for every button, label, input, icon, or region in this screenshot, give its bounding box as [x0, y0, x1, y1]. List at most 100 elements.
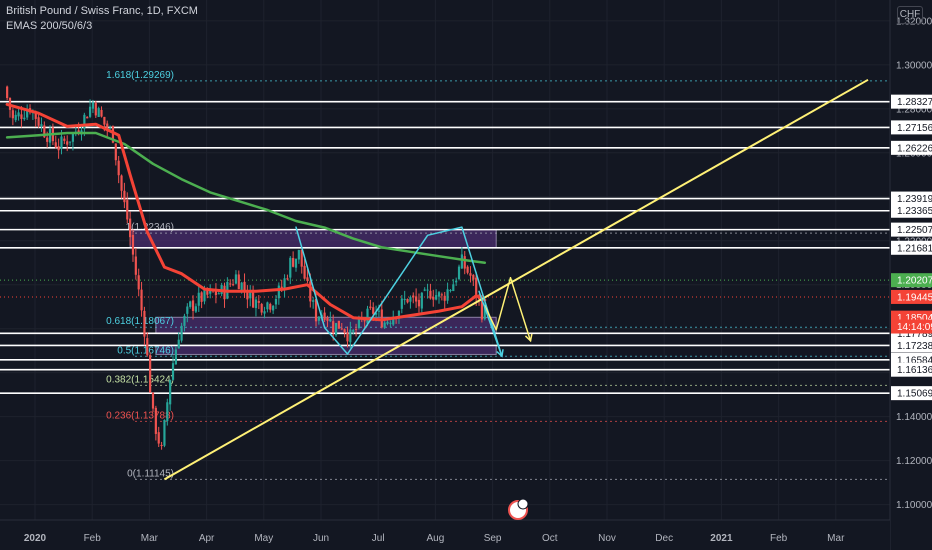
candle-body [249, 290, 252, 299]
candle-body [66, 141, 69, 145]
candle-body [309, 281, 312, 302]
candle-body [46, 137, 49, 142]
chart-legend: British Pound / Swiss Franc, 1D, FXCM EM… [6, 4, 198, 34]
indicator-title[interactable]: EMAS 200/50/6/3 [6, 20, 93, 32]
price-line-label: 1.17789 [897, 329, 932, 340]
candle-body [400, 298, 403, 309]
candle-body [217, 293, 220, 295]
arrow-head [496, 349, 504, 358]
candle-body [131, 234, 135, 255]
candle-body [134, 256, 137, 275]
price-line-label: 1.16584 [897, 355, 932, 366]
candle-body [274, 299, 278, 305]
candle-body [43, 125, 46, 138]
fib-label: 1(1.22346) [126, 222, 174, 233]
fib-label: 0(1.11145) [127, 468, 174, 479]
candle-body [229, 283, 232, 285]
candle-body [260, 303, 263, 313]
fib-label: 0.618(1.18067) [106, 316, 174, 327]
candle-body [377, 310, 381, 312]
fib-label: 0.5(1.16746) [117, 345, 174, 356]
candle-body [154, 407, 157, 434]
candle-body [140, 289, 143, 311]
candle-body [266, 302, 269, 310]
candle-body [326, 317, 329, 321]
candle-body [269, 303, 272, 310]
price-line-badge [891, 338, 932, 353]
candle-body [103, 116, 106, 125]
candle-body [443, 295, 446, 301]
candle-body [171, 363, 175, 380]
candle-body [480, 299, 483, 320]
time-tick-label: Sep [484, 533, 502, 544]
candle-body [197, 292, 200, 306]
price-tick-label: 1.28000 [896, 104, 932, 115]
candle-body [174, 349, 177, 365]
price-line-label: 1.27156 [897, 123, 932, 134]
price-tick-label: 1.32000 [896, 16, 932, 27]
candle-body [334, 323, 338, 336]
candle-body [194, 306, 197, 312]
price-line-label: 1.15069 [897, 389, 932, 400]
candle-body [369, 306, 372, 309]
candle-body [303, 265, 306, 279]
candle-body [340, 328, 343, 330]
candle-body [160, 444, 163, 447]
candle-body [409, 297, 412, 302]
currency-button[interactable]: CHF [897, 6, 923, 24]
candle-body [292, 258, 295, 267]
candle-body [389, 322, 392, 324]
supply-demand-zone [155, 344, 497, 355]
candle-body [357, 317, 361, 328]
candle-body [366, 308, 369, 324]
candle-body [277, 285, 280, 299]
candle-body [415, 296, 418, 302]
candle-body [97, 108, 100, 118]
candle-body [466, 266, 469, 273]
price-line-badge [891, 386, 932, 401]
candle-body [23, 117, 26, 120]
candle-body [129, 218, 132, 238]
candle-body [483, 304, 486, 320]
trendline [163, 78, 869, 481]
time-tick-label: Oct [542, 533, 558, 544]
candle-body [111, 126, 115, 143]
price-tick-label: 1.14000 [896, 412, 932, 423]
candle-body [374, 312, 378, 315]
candle-body [63, 138, 66, 141]
candle-body [300, 249, 303, 267]
candle-body [263, 311, 266, 314]
price-badge [891, 273, 932, 288]
time-axis[interactable]: 2020 Feb Mar Apr May Jun Jul Aug Sep Oct Nov Dec 202… [0, 519, 890, 550]
price-badge-label: 14:14:09 [897, 322, 932, 333]
candle-body [417, 299, 421, 307]
candle-body [460, 254, 463, 269]
price-line-label: 1.23365 [897, 206, 932, 217]
price-axis[interactable]: 1.320001.300001.280001.260001.240001.220… [889, 0, 932, 550]
symbol-title[interactable]: British Pound / Swiss Franc, 1D, FXCM [6, 5, 198, 17]
candle-body [446, 289, 449, 301]
candle-body [37, 117, 40, 126]
event-markers [508, 498, 529, 520]
candle-body [149, 355, 152, 393]
candle-body [34, 111, 37, 119]
time-tick-label: Apr [199, 533, 215, 544]
candle-body [209, 288, 212, 294]
candle-body [106, 123, 109, 129]
candle-body [117, 160, 120, 176]
price-line-badge [891, 203, 932, 218]
price-line-badge [891, 120, 932, 135]
candle-body [200, 292, 203, 302]
price-line-badge [891, 240, 932, 255]
candle-body [143, 310, 146, 337]
candle-body [20, 114, 23, 119]
price-tick-label: 1.30000 [896, 60, 932, 71]
fib-label: 1.618(1.29269) [106, 70, 174, 81]
time-tick-label: 2020 [24, 533, 47, 544]
candle-body [68, 141, 72, 143]
price-badge [891, 319, 932, 334]
price-badge [891, 289, 932, 304]
candle-body [169, 380, 172, 405]
